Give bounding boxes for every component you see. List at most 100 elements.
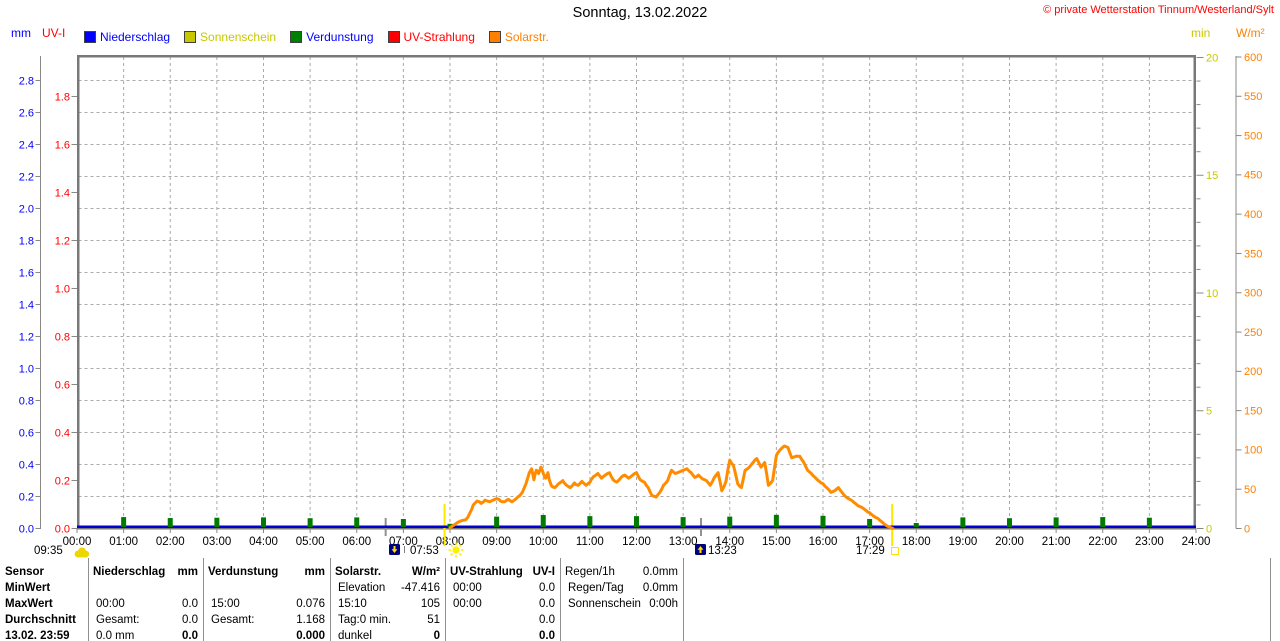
min-axis-tick-label: 5 — [1206, 406, 1212, 418]
table-column-solarstr: Solarstr. W/m² Elevation -47.416 15:10 105 Tag… — [330, 564, 445, 641]
table-column-regen1h: Regen/1h 0.0mm Regen/Tag 0.0mm Sonnenschein 0… — [560, 564, 683, 641]
legend-swatch-icon — [290, 31, 303, 43]
table-cell-row: dunkel 0 — [330, 628, 445, 641]
mm-axis-tick-label: 1.2 — [19, 331, 34, 343]
verdunstung-bar — [307, 518, 313, 527]
legend-item-uvstrahlung: UV-Strahlung — [387, 30, 475, 44]
axis-title-uvi: UV-I — [42, 26, 66, 40]
table-column-header: Verdunstung mm — [203, 564, 330, 580]
wm2-axis-tick-label: 0 — [1244, 523, 1250, 535]
min-axis-tick-label: 15 — [1206, 170, 1218, 182]
table-divider — [330, 558, 331, 641]
table-cell-row: 00:00 0.0 — [445, 596, 560, 612]
wm2-axis-tick-label: 500 — [1244, 130, 1262, 142]
table-cell-value: 1.168 — [296, 614, 325, 626]
verdunstung-bar — [214, 517, 220, 527]
legend-label: Sonnenschein — [200, 30, 277, 44]
axis-title-min: min — [1191, 26, 1211, 40]
table-cell-text: Sonnenschein — [568, 598, 641, 610]
wm2-axis-tick-label: 50 — [1244, 484, 1256, 496]
table-cell-text: 00:00 — [96, 598, 125, 610]
table-row-label: MinWert — [5, 582, 51, 594]
table-cell-row: Tag:0 min. 51 — [330, 612, 445, 628]
legend-item-sonnenschein: Sonnenschein — [184, 30, 276, 44]
hour-tick-label: 19:00 — [948, 536, 977, 548]
table-cell-text: Tag:0 min. — [338, 614, 392, 626]
table-header-unit: UV-I — [532, 566, 555, 578]
table-cell-row — [560, 628, 683, 641]
verdunstung-bar — [540, 515, 546, 527]
table-column-uvstrahlung: UV-Strahlung UV-I 00:00 0.0 00:00 0.0 0.0 0.0 — [445, 564, 560, 641]
hour-tick-label: 01:00 — [109, 536, 138, 548]
hour-tick-label: 00:00 — [63, 536, 92, 548]
table-cell-text — [565, 612, 568, 628]
table-divider — [88, 558, 89, 641]
verdunstung-bar — [400, 519, 406, 527]
verdunstung-bar — [261, 517, 266, 527]
legend-label: UV-Strahlung — [403, 30, 475, 44]
sunset-icon — [891, 547, 899, 555]
verdunstung-bar — [727, 516, 733, 527]
hour-tick-label: 04:00 — [249, 536, 278, 548]
table-cell-text — [208, 628, 211, 641]
hour-tick-label: 06:00 — [342, 536, 371, 548]
hour-tick-label: 08:00 — [436, 536, 465, 548]
table-cell-value: 0:00h — [649, 598, 678, 610]
table-header-unit: mm — [304, 566, 325, 578]
uvi-axis-tick-label: 0.0 — [55, 523, 70, 535]
hour-tick-label: 12:00 — [622, 536, 651, 548]
verdunstung-bar — [960, 517, 966, 527]
verdunstung-bar — [773, 514, 779, 527]
mm-axis-tick-label: 0.0 — [19, 523, 34, 535]
mm-axis-tick-label: 0.2 — [19, 491, 34, 503]
table-cell-text: Gesamt: — [211, 614, 255, 626]
mm-axis-tick-label: 0.4 — [19, 459, 34, 471]
table-cell-text: 00:00 — [453, 582, 482, 594]
mm-axis-tick-label: 2.4 — [19, 139, 34, 151]
moonrise-icon — [695, 544, 706, 555]
uvi-axis-tick-label: 1.8 — [55, 91, 70, 103]
table-cell-text — [565, 628, 568, 641]
table-cell-text: Elevation — [338, 582, 386, 594]
table-cell-value: 0.0 — [539, 582, 555, 594]
table-cell-text: Gesamt: — [96, 614, 140, 626]
legend-item-verdunstung: Verdunstung — [290, 30, 374, 44]
hour-tick-label: 16:00 — [809, 536, 838, 548]
legend-label: Verdunstung — [306, 30, 374, 44]
table-cell-value: 0.0 — [539, 630, 555, 641]
wm2-axis-tick-label: 450 — [1244, 170, 1262, 182]
table-row-label: 13.02. 23:59 — [5, 630, 70, 641]
table-header-unit: mm — [177, 566, 198, 578]
table-cell-row — [203, 580, 330, 596]
moonrise-time-label: 13:23 — [708, 545, 737, 557]
table-cell-row: 15:00 0.076 — [203, 596, 330, 612]
mm-axis-tick-label: 2.2 — [19, 171, 34, 183]
table-header-unit: W/m² — [411, 566, 440, 578]
verdunstung-bar — [913, 523, 919, 527]
wm2-axis-tick-label: 150 — [1244, 405, 1262, 417]
hour-tick-label: 13:00 — [669, 536, 698, 548]
legend-swatch-icon — [387, 31, 400, 43]
verdunstung-bar — [354, 517, 360, 527]
verdunstung-bar — [867, 519, 873, 527]
verdunstung-bar — [1146, 517, 1152, 527]
table-column-header: Solarstr. W/m² — [330, 564, 445, 580]
page-title: Sonntag, 13.02.2022 — [572, 5, 708, 21]
table-cell-value: 0.0 — [539, 614, 555, 626]
table-divider — [1270, 558, 1271, 641]
marker-tick — [404, 546, 405, 553]
wm2-axis-tick-label: 550 — [1244, 91, 1262, 103]
mm-axis-tick-label: 2.8 — [19, 75, 34, 87]
verdunstung-bar — [494, 516, 500, 527]
uvi-axis-tick-label: 0.6 — [55, 379, 70, 391]
verdunstung-bar — [634, 516, 639, 527]
table-cell-value: 51 — [427, 614, 440, 626]
hour-tick-label: 02:00 — [156, 536, 185, 548]
plot-border — [77, 55, 1196, 530]
hour-tick-label: 17:00 — [855, 536, 884, 548]
table-cell-text: 0.0 mm — [96, 630, 135, 641]
hour-tick-label: 09:00 — [482, 536, 511, 548]
table-column-header: UV-Strahlung UV-I — [445, 564, 560, 580]
axis-title-wm2: W/m² — [1236, 26, 1265, 40]
table-row-label: MaxWert — [5, 598, 53, 610]
